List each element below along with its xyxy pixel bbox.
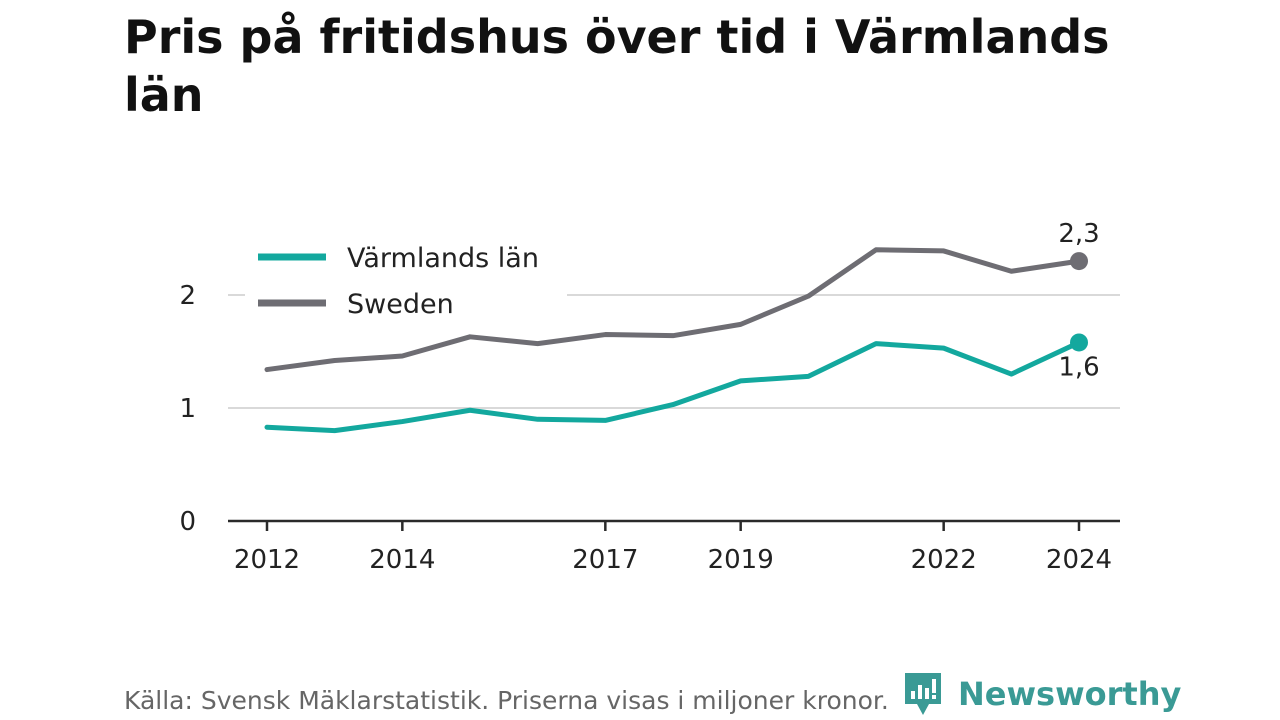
- brand-logo-block: Newsworthy: [902, 670, 1181, 718]
- series-end-point-1: [1070, 252, 1088, 271]
- end-label-1: 2,3: [1058, 219, 1099, 249]
- chart-title: Pris på fritidshus över tid i Värmlands …: [124, 10, 1110, 122]
- newsworthy-logo-icon: [905, 673, 941, 715]
- x-tick-label-2019: 2019: [708, 545, 774, 575]
- x-tick-label-2022: 2022: [911, 545, 977, 575]
- x-tick-label-2024: 2024: [1046, 545, 1112, 575]
- legend-label-1: Sweden: [347, 289, 454, 320]
- x-axis-tick-labels: 2012 2014 2017 2019 2022 2024: [234, 545, 1112, 575]
- y-tick-label-2: 2: [179, 281, 196, 311]
- source-note: Källa: Svensk Mäklarstatistik. Priserna …: [124, 686, 889, 715]
- x-tick-label-2017: 2017: [572, 545, 638, 575]
- series-line-0: [264, 339, 1082, 434]
- series-line-1: [264, 247, 1082, 373]
- brand-name: Newsworthy: [958, 675, 1182, 713]
- end-labels: 1,6 2,3: [1058, 219, 1099, 382]
- y-tick-label-1: 1: [179, 394, 196, 424]
- y-axis-tick-labels: 0 1 2: [179, 281, 196, 537]
- y-tick-label-0: 0: [179, 507, 196, 537]
- series-end-point-0: [1070, 333, 1088, 352]
- end-label-0: 1,6: [1058, 352, 1099, 382]
- legend: Värmlands län Sweden: [245, 236, 567, 322]
- series-lines: [264, 247, 1088, 434]
- x-axis: [228, 519, 1120, 531]
- x-tick-label-2012: 2012: [234, 545, 300, 575]
- legend-background: [245, 236, 567, 322]
- x-tick-label-2014: 2014: [369, 545, 435, 575]
- legend-label-0: Värmlands län: [347, 243, 539, 274]
